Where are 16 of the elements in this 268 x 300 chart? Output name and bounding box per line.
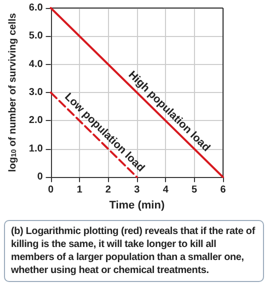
x-tick-label: 1 [76,184,83,196]
text: (b) Logarithmic plotting (red) reveals that if the rate of killing is the same, it will take longer to kill all members of a larger population than a smaller one, whether using heat or chemical treatments. [4,220,264,282]
x-tick-label: 5 [192,184,198,196]
x-tick-label: 0 [48,184,54,196]
x-tick-label: 4 [162,184,169,196]
x-axis-title: Time (min) [109,200,165,212]
y-tick-label: 1.0 [28,143,44,154]
y-tick-label: 0 [37,172,44,183]
y-tick-label: 5.0 [28,30,44,42]
y-tick-label: 6.0 [28,2,44,14]
x-tick-label: 2 [105,184,112,196]
y-tick-label: 2.0 [28,115,44,126]
x-tick-label: 6 [220,184,226,196]
y-tick-label: 3.0 [28,87,44,98]
x-tick-label: 3 [134,184,140,196]
y-tick-label: 4.0 [28,58,44,70]
